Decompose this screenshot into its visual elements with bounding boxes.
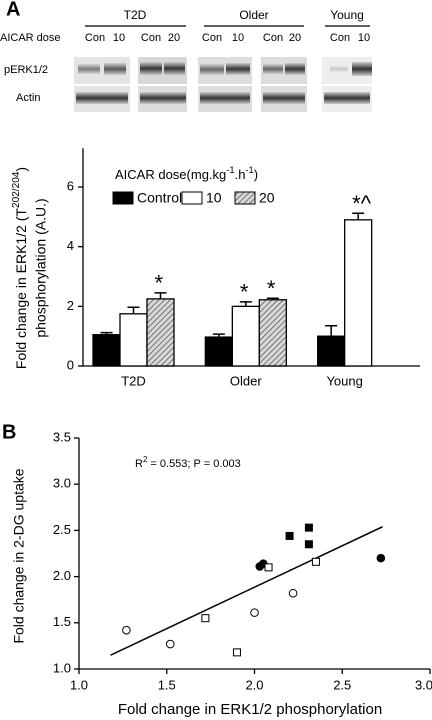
point — [304, 523, 313, 532]
y-axis-label: phosphorylation (A.U.) — [33, 198, 49, 337]
text-part: .h — [235, 167, 246, 182]
y-tick-label: 6 — [67, 178, 74, 193]
bar — [204, 336, 233, 367]
bar — [119, 313, 148, 367]
point — [264, 563, 273, 572]
point — [288, 588, 298, 598]
text-part: -1 — [226, 165, 234, 175]
bar — [344, 219, 373, 367]
point — [285, 531, 294, 540]
x-tick-label: T2D — [121, 373, 146, 388]
legend-label: Control — [137, 190, 182, 206]
row-label: Actin — [16, 92, 40, 104]
error-bar — [352, 212, 365, 220]
y-tick-label: 2.0 — [53, 568, 71, 583]
point — [250, 608, 259, 617]
annotation: R2 = 0.553; P = 0.003 — [135, 455, 241, 470]
point — [376, 553, 386, 563]
group-label: Young — [330, 8, 364, 22]
x-tick-label: 1.0 — [70, 677, 88, 692]
y-tick-label: 2.5 — [53, 522, 71, 537]
y-axis-label: Fold change in 2-DG uptake — [11, 468, 27, 643]
legend-label: 20 — [259, 190, 275, 206]
lane-label: Con — [330, 32, 350, 44]
legend-swatch — [234, 191, 256, 205]
y-tick-label: 2 — [67, 298, 74, 313]
bar — [317, 335, 346, 367]
error-bar — [325, 324, 338, 337]
text-part: ) — [254, 167, 258, 182]
point — [201, 614, 210, 623]
row-label: pERK1/2 — [4, 64, 48, 76]
significance-marker: *^ — [352, 191, 372, 216]
lane-label: Con — [202, 32, 222, 44]
lane-label: 10 — [113, 32, 125, 44]
y-tick-label: 0 — [67, 357, 74, 372]
point — [165, 639, 175, 649]
bar — [146, 298, 175, 367]
x-tick-label: 3.0 — [415, 677, 432, 692]
text-part: ) — [13, 167, 29, 172]
text-part: AICAR dose(mg.kg — [115, 167, 226, 182]
group-label: Older — [239, 8, 268, 22]
y-tick-label: 4 — [67, 238, 74, 253]
panel-label: A — [6, 0, 20, 20]
error-bar — [212, 333, 225, 338]
error-bar — [154, 292, 167, 299]
lane-label: Con — [141, 32, 161, 44]
significance-marker: * — [267, 276, 276, 301]
lane-label: Con — [85, 32, 105, 44]
trend-line — [110, 526, 383, 656]
lane-label: 20 — [289, 32, 301, 44]
legend-swatch — [112, 191, 134, 205]
lane-label: 10 — [232, 32, 244, 44]
bar — [231, 305, 260, 367]
text-part: = 0.553; P = 0.003 — [147, 458, 240, 470]
lane-label: Con — [263, 32, 283, 44]
legend-swatch — [181, 191, 203, 205]
y-tick-label: 3.0 — [53, 476, 71, 491]
text-part: Fold change in ERK1/2 (T — [13, 208, 29, 370]
text-part: 2 — [143, 455, 147, 464]
significance-marker: * — [240, 280, 249, 305]
error-bar — [127, 306, 140, 314]
x-tick-label: 2.0 — [245, 677, 263, 692]
lane-label: 20 — [168, 32, 180, 44]
error-bar — [100, 331, 113, 335]
text-part: -1 — [245, 165, 253, 175]
x-tick-label: Young — [326, 373, 362, 388]
blot-image — [74, 25, 372, 112]
significance-marker: * — [155, 271, 164, 296]
x-tick-label: Older — [230, 373, 262, 388]
text-part: R — [135, 458, 143, 470]
error-bar — [239, 301, 252, 307]
x-tick-label: 1.5 — [158, 677, 176, 692]
point — [232, 648, 241, 657]
bar — [258, 299, 287, 367]
point — [304, 540, 313, 549]
legend-label: 10 — [206, 190, 222, 206]
panel-label: B — [2, 421, 16, 443]
bar — [92, 334, 121, 367]
error-bar — [266, 297, 279, 300]
x-axis-label: Fold change in ERK1/2 phosphorylation — [118, 701, 382, 718]
dose-label: AICAR dose — [0, 32, 61, 44]
y-tick-label: 1.0 — [53, 660, 71, 675]
y-tick-label: 1.5 — [53, 614, 71, 629]
y-tick-label: 3.5 — [53, 429, 71, 444]
point — [122, 625, 131, 635]
legend-title: AICAR dose(mg.kg-1.h-1) — [115, 165, 258, 182]
group-label: T2D — [124, 8, 147, 22]
x-tick-label: 2.5 — [333, 677, 351, 692]
text-part: 202/204 — [11, 171, 22, 208]
point — [311, 557, 320, 566]
y-axis-label: Fold change in ERK1/2 (T202/204) — [11, 167, 29, 369]
lane-label: 10 — [358, 32, 370, 44]
